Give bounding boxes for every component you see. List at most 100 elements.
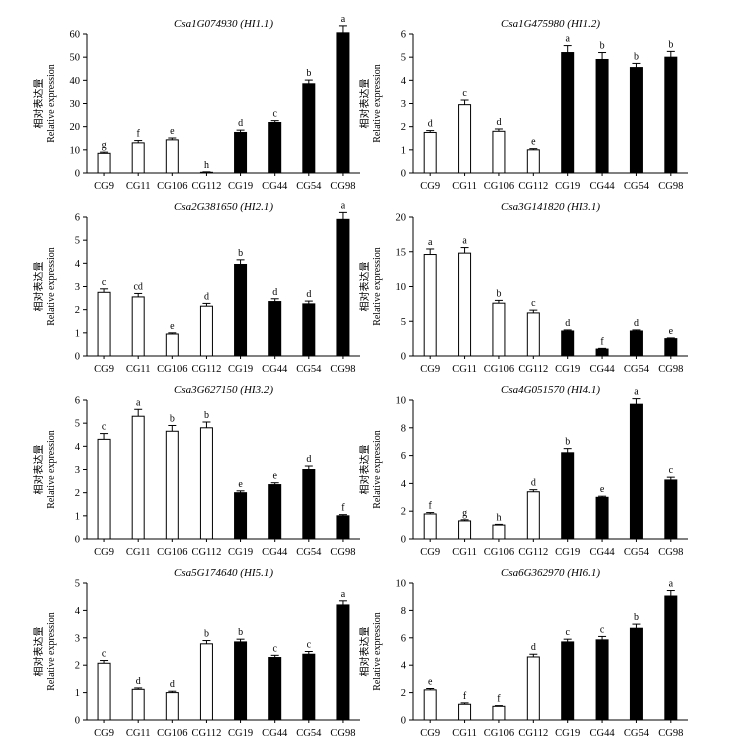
y-tick-label: 2 — [75, 661, 80, 672]
bar-CG106 — [165, 430, 179, 540]
sig-letter-CG44: c — [272, 109, 277, 120]
bar-CG11 — [131, 688, 145, 721]
bar-CG9 — [97, 291, 111, 357]
x-tick-label-CG19: CG19 — [228, 181, 253, 192]
bar-CG9 — [423, 254, 437, 357]
sig-letter-CG9: a — [428, 237, 433, 248]
bar-CG54 — [629, 330, 643, 357]
y-axis-label-en: Relative expression — [46, 612, 57, 691]
chart-panel-2: Csa1G475980 (HI1.2) 0 1 2 3 4 5 6 相对表达量 Relative … — [358, 18, 688, 192]
x-tick-label-CG19: CG19 — [555, 181, 580, 192]
x-tick-label-CG9: CG9 — [94, 547, 114, 558]
x-tick-label-CG106: CG106 — [157, 728, 187, 739]
y-tick-label: 15 — [396, 247, 407, 258]
bar-CG44 — [595, 639, 609, 721]
x-tick-label-CG98: CG98 — [330, 728, 355, 739]
sig-letter-CG11: g — [462, 508, 467, 519]
x-tick-label-CG19: CG19 — [228, 728, 253, 739]
chart-panel-4: Csa3G141820 (HI3.1) 0 5 10 15 20 相对表达量 Relative… — [358, 201, 688, 375]
x-tick-label-CG11: CG11 — [452, 547, 477, 558]
panel-title-gene: Csa1G475980 — [501, 18, 565, 30]
y-tick-label: 3 — [401, 99, 406, 110]
sig-letter-CG106: b — [170, 413, 175, 424]
bar-CG106 — [165, 333, 179, 357]
x-tick-label-CG9: CG9 — [94, 728, 114, 739]
x-tick-label-CG19: CG19 — [228, 547, 253, 558]
sig-letter-CG11: c — [462, 88, 467, 99]
sig-letter-CG19: b — [238, 627, 243, 638]
sig-letter-CG44: b — [600, 41, 605, 52]
sig-letter-CG112: d — [531, 642, 536, 653]
y-tick-label: 1 — [401, 145, 406, 156]
x-tick-label-CG112: CG112 — [191, 728, 221, 739]
x-tick-label-CG9: CG9 — [420, 181, 440, 192]
y-tick-label: 3 — [75, 282, 80, 293]
bar-CG98 — [664, 595, 678, 721]
y-tick-label: 5 — [75, 236, 80, 247]
bar-CG9 — [97, 662, 111, 721]
panel-title-paren-close: ) — [595, 384, 600, 396]
panel-title-paren-open: ( — [565, 18, 573, 30]
panel-title-paren-open: ( — [565, 384, 573, 396]
y-axis-label-cn: 相对表达量 — [32, 262, 45, 312]
x-tick-label-CG44: CG44 — [590, 547, 616, 558]
chart-panel-3: Csa2G381650 (HI2.1) 0 1 2 3 4 5 6 相对表达量 Relative … — [32, 200, 360, 375]
bar-CG11 — [458, 703, 472, 721]
bar-CG112 — [199, 427, 213, 540]
panel-title-gene: Csa4G051570 — [501, 384, 565, 396]
x-tick-label-CG44: CG44 — [590, 364, 616, 375]
x-tick-label-CG112: CG112 — [518, 728, 548, 739]
bar-CG44 — [595, 496, 609, 540]
y-tick-label: 0 — [75, 352, 80, 363]
y-tick-label: 0 — [401, 169, 406, 180]
y-tick-label: 50 — [70, 53, 81, 64]
x-tick-label-CG11: CG11 — [452, 364, 477, 375]
y-tick-label: 6 — [401, 633, 406, 644]
y-axis-label-en: Relative expression — [372, 612, 383, 691]
sig-letter-CG9: c — [102, 649, 107, 660]
y-axis-label-en: Relative expression — [372, 247, 383, 326]
chart-panel-5: Csa3G627150 (HI3.2) 0 1 2 3 4 5 6 相对表达量 Relative … — [32, 384, 360, 558]
panel-title-paren-open: ( — [238, 201, 246, 213]
sig-letter-CG19: c — [565, 627, 570, 638]
y-tick-label: 0 — [401, 716, 406, 727]
bar-CG11 — [458, 520, 472, 540]
sig-letter-CG19: b — [565, 437, 570, 448]
panel-title-paren-close: ) — [268, 201, 273, 213]
bar-CG9 — [423, 131, 437, 174]
panel-title-paren-close: ) — [595, 201, 600, 213]
sig-letter-CG9: c — [102, 422, 107, 433]
bar-CG11 — [458, 104, 472, 174]
sig-letter-CG11: a — [462, 236, 467, 247]
y-tick-label: 0 — [401, 352, 406, 363]
sig-letter-CG54: b — [306, 68, 311, 79]
x-tick-label-CG11: CG11 — [126, 181, 151, 192]
bar-CG54 — [629, 627, 643, 721]
bar-CG112 — [199, 171, 213, 174]
bar-CG19 — [561, 641, 575, 721]
sig-letter-CG44: c — [272, 643, 277, 654]
y-tick-label: 5 — [401, 317, 406, 328]
y-tick-label: 5 — [75, 579, 80, 590]
bar-CG98 — [336, 32, 350, 174]
sig-letter-CG98: a — [341, 14, 346, 25]
x-tick-label-CG19: CG19 — [555, 364, 580, 375]
x-tick-label-CG106: CG106 — [484, 364, 514, 375]
panel-title: Csa3G627150 (HI3.2) — [174, 384, 273, 396]
x-tick-label-CG9: CG9 — [94, 181, 114, 192]
bar-CG112 — [199, 305, 213, 357]
bar-CG54 — [629, 403, 643, 540]
sig-letter-CG112: b — [204, 410, 209, 421]
panel-title-locus: HI2.1 — [243, 201, 269, 213]
bar-CG106 — [492, 302, 506, 357]
panel-title-gene: Csa3G627150 — [174, 384, 238, 396]
x-tick-label-CG9: CG9 — [420, 547, 440, 558]
x-tick-label-CG106: CG106 — [157, 547, 187, 558]
panel-title-gene: Csa1G074930 — [174, 18, 238, 30]
bar-CG11 — [458, 252, 472, 357]
y-tick-label: 10 — [396, 282, 407, 293]
y-axis-label-cn: 相对表达量 — [358, 262, 371, 312]
x-tick-label-CG54: CG54 — [624, 181, 650, 192]
sig-letter-CG9: g — [102, 140, 107, 151]
